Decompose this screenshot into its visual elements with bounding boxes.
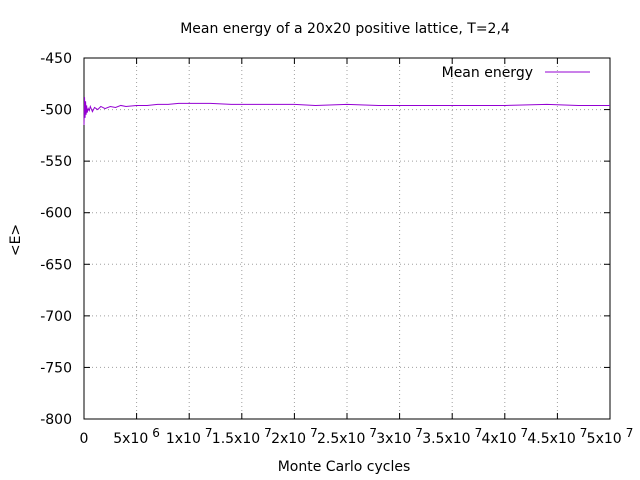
grid-lines — [84, 58, 610, 419]
legend-label: Mean energy — [442, 65, 533, 81]
y-tick-label: -650 — [40, 257, 72, 273]
x-tick-label: 4x10 7 — [481, 426, 528, 447]
legend: Mean energy — [442, 65, 590, 81]
y-tick-labels: -450 -500 -550 -600 -650 -700 -750 -800 — [40, 51, 72, 428]
x-axis-label: Monte Carlo cycles — [278, 459, 411, 475]
x-tick-label: 1x10 7 — [166, 426, 213, 447]
x-tick-label: 5x10 7 — [587, 426, 634, 447]
y-tick-label: -750 — [40, 360, 72, 376]
x-tick-label: 1.5x10 7 — [212, 426, 272, 447]
y-axis-label: <E> — [8, 224, 24, 256]
x-tick-label: 2.5x10 7 — [317, 426, 377, 447]
series-group — [83, 97, 610, 126]
x-tick-label: 0 — [80, 431, 89, 447]
y-tick-label: -450 — [40, 51, 72, 67]
y-tick-label: -600 — [40, 206, 72, 222]
x-tick-label: 2x10 7 — [271, 426, 318, 447]
x-tick-label: 3x10 7 — [376, 426, 423, 447]
y-tick-label: -800 — [40, 412, 72, 428]
y-tick-label: -500 — [40, 103, 72, 119]
chart-title: Mean energy of a 20x20 positive lattice,… — [180, 21, 510, 37]
x-tick-labels: 0 5x10 6 1x10 7 1.5x10 7 2x10 7 2.5x10 7 3x10 7 3.5x1… — [80, 426, 634, 447]
x-tick-label: 4.5x10 7 — [527, 426, 587, 447]
series-line-mean-energy — [83, 97, 610, 126]
x-tick-label: 5x10 6 — [113, 426, 160, 447]
y-tick-label: -550 — [40, 154, 72, 170]
x-tick-label: 3.5x10 7 — [422, 426, 482, 447]
y-tick-label: -700 — [40, 309, 72, 325]
